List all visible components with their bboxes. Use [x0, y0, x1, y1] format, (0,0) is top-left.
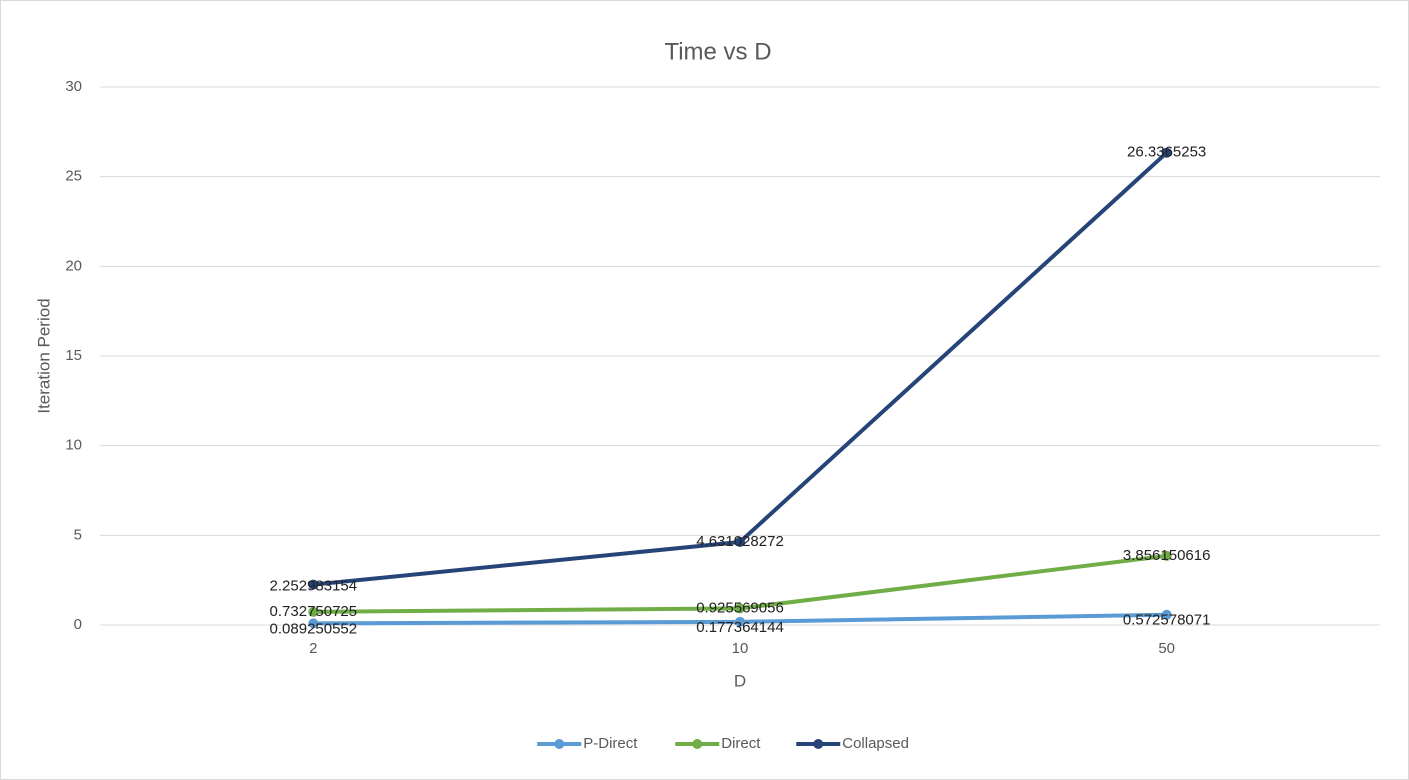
y-tick-label: 25	[65, 168, 82, 185]
data-label: 2.252983154	[270, 578, 358, 595]
data-point	[308, 579, 319, 590]
data-point	[735, 536, 745, 547]
x-tick-label: 50	[1158, 640, 1175, 657]
data-point	[1161, 147, 1172, 158]
legend-label: Direct	[721, 735, 761, 752]
data-label: 0.925569056	[696, 599, 784, 616]
data-label: 3.856150616	[1123, 547, 1211, 564]
data-point	[308, 606, 319, 617]
data-point	[735, 603, 745, 614]
data-label: 26.3365253	[1127, 144, 1206, 161]
x-tick-label: 2	[309, 640, 317, 657]
data-label: 0.732750725	[270, 603, 358, 620]
legend-marker	[554, 739, 565, 749]
legend-marker	[813, 739, 824, 749]
chart-title: Time vs D	[664, 38, 771, 65]
legend-label: P-Direct	[583, 735, 638, 752]
data-label: 0.177364144	[696, 619, 784, 636]
data-point	[735, 616, 745, 627]
y-tick-label: 10	[65, 437, 82, 454]
y-tick-label: 20	[65, 257, 82, 274]
data-label: 4.631028272	[696, 533, 784, 550]
y-axis-title: Iteration Period	[34, 298, 53, 413]
y-tick-label: 30	[65, 78, 82, 95]
legend-marker	[692, 739, 703, 749]
y-tick-label: 15	[65, 347, 82, 364]
y-tick-label: 5	[74, 526, 82, 543]
x-tick-label: 10	[732, 640, 749, 657]
y-tick-label: 0	[74, 616, 82, 633]
data-label: 0.089250552	[270, 620, 358, 637]
data-label: 0.572578071	[1123, 612, 1211, 629]
data-point	[1161, 609, 1172, 620]
x-axis-title: D	[734, 671, 746, 690]
data-point	[1161, 550, 1172, 561]
data-point	[308, 618, 319, 629]
legend-label: Collapsed	[842, 735, 909, 752]
